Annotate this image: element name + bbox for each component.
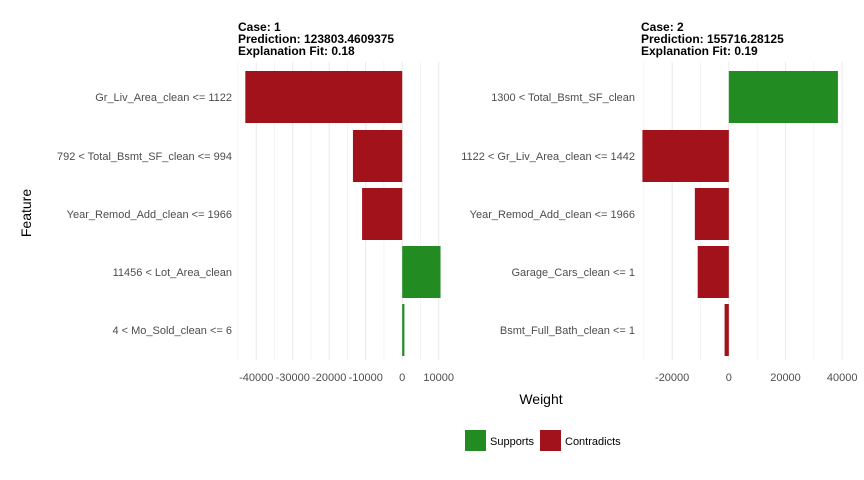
legend-swatch-supports — [465, 430, 486, 451]
panel-title-line: Explanation Fit: 0.18 — [238, 44, 355, 58]
feature-label: Year_Remod_Add_clean <= 1966 — [470, 209, 635, 221]
x-tick-label: 40000 — [827, 372, 858, 384]
feature-label: 1300 < Total_Bsmt_SF_clean — [491, 92, 635, 104]
feature-label: Gr_Liv_Area_clean <= 1122 — [95, 92, 232, 104]
x-tick-label: 10000 — [423, 372, 454, 384]
panel-title-line: Explanation Fit: 0.19 — [641, 44, 758, 58]
legend: Supports Contradicts — [465, 430, 621, 451]
panel-title-line: Prediction: 155716.28125 — [641, 32, 784, 46]
bar-4 — [402, 246, 441, 298]
bar-1 — [245, 71, 403, 123]
legend-label: Contradicts — [565, 436, 621, 448]
bar-5 — [402, 304, 405, 356]
feature-label: 1122 < Gr_Liv_Area_clean <= 1442 — [461, 151, 635, 163]
x-axis-title: Weight — [519, 391, 562, 407]
bar-5 — [724, 304, 729, 356]
x-tick-label: 0 — [726, 372, 732, 384]
x-tick-label: -20000 — [655, 372, 689, 384]
x-tick-label: -30000 — [276, 372, 310, 384]
panel-title-line: Case: 1 — [238, 20, 281, 34]
panel-title-line: Prediction: 123803.4609375 — [238, 32, 394, 46]
feature-label: 4 < Mo_Sold_clean <= 6 — [112, 325, 232, 337]
legend-swatch-contradicts — [540, 430, 561, 451]
panel-title-line: Case: 2 — [641, 20, 684, 34]
feature-label: 792 < Total_Bsmt_SF_clean <= 994 — [57, 151, 232, 163]
x-tick-label: 0 — [399, 372, 405, 384]
feature-label: 11456 < Lot_Area_clean — [113, 267, 232, 279]
bar-2 — [352, 130, 403, 182]
legend-label: Supports — [490, 436, 535, 448]
x-tick-label: -10000 — [349, 372, 383, 384]
y-axis-title: Feature — [18, 189, 34, 237]
bar-4 — [697, 246, 729, 298]
feature-label: Bsmt_Full_Bath_clean <= 1 — [500, 325, 635, 337]
feature-label: Garage_Cars_clean <= 1 — [511, 267, 635, 279]
bar-3 — [694, 188, 729, 240]
bar-1 — [728, 71, 838, 123]
bar-2 — [642, 130, 729, 182]
x-tick-label: 20000 — [770, 372, 801, 384]
x-tick-label: -20000 — [312, 372, 346, 384]
bar-3 — [362, 188, 403, 240]
x-tick-label: -40000 — [239, 372, 273, 384]
feature-label: Year_Remod_Add_clean <= 1966 — [67, 209, 232, 221]
